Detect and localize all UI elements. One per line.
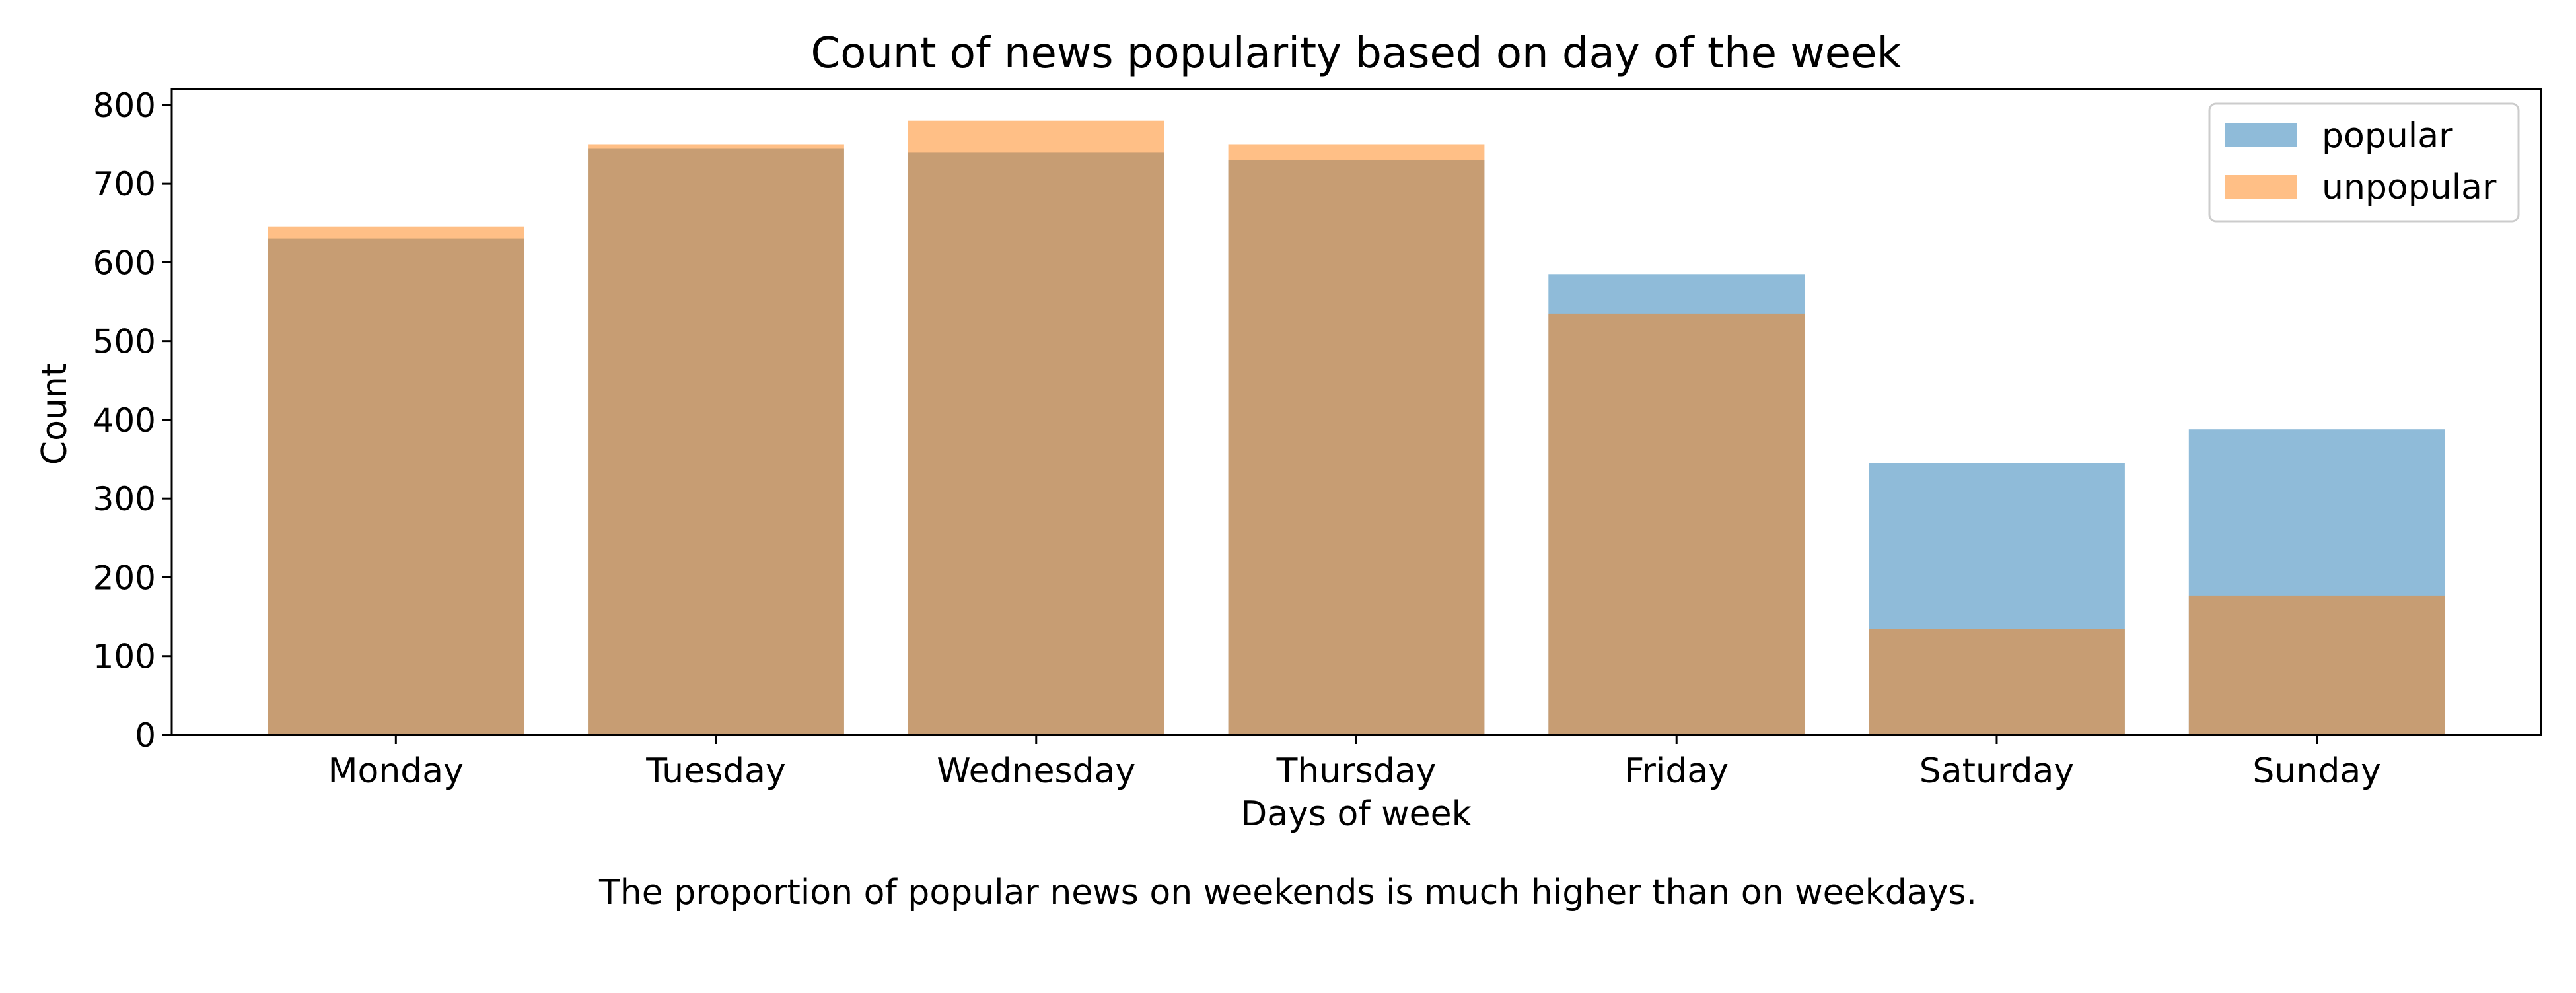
axes-layer: 0 100 200 300 400 500 600 700 800 Monday Tuesday We… bbox=[93, 86, 2542, 791]
y-tick-label: 200 bbox=[93, 559, 156, 597]
y-tick-label: 400 bbox=[93, 401, 156, 440]
legend-swatch-popular bbox=[2225, 123, 2297, 147]
x-axis-label: Days of week bbox=[1240, 794, 1472, 834]
bars-layer bbox=[268, 120, 2445, 736]
y-tick-label: 600 bbox=[93, 244, 156, 282]
chart-title: Count of news popularity based on day of… bbox=[811, 29, 1902, 78]
bar-unpopular-friday bbox=[1548, 313, 1805, 735]
legend-label-popular: popular bbox=[2322, 116, 2453, 156]
y-tick-label: 800 bbox=[93, 86, 156, 125]
x-tick-label: Friday bbox=[1624, 751, 1729, 791]
y-axis-label: Count bbox=[35, 363, 75, 465]
x-tick-label: Sunday bbox=[2252, 751, 2381, 791]
bar-unpopular-wednesday bbox=[908, 120, 1164, 735]
chart-caption: The proportion of popular news on weeken… bbox=[599, 873, 1977, 912]
legend-swatch-unpopular bbox=[2225, 175, 2297, 199]
x-tick-label: Saturday bbox=[1919, 751, 2074, 791]
x-tick-label: Thursday bbox=[1276, 751, 1437, 791]
x-tick-label: Wednesday bbox=[937, 751, 1135, 791]
legend: popular unpopular bbox=[2208, 102, 2520, 223]
bar-unpopular-sunday bbox=[2188, 595, 2445, 735]
y-tick-label: 300 bbox=[93, 480, 156, 518]
y-tick-label: 700 bbox=[93, 165, 156, 203]
y-tick-label: 100 bbox=[93, 638, 156, 676]
bar-unpopular-monday bbox=[268, 226, 524, 735]
y-tick-label: 0 bbox=[135, 716, 156, 755]
bar-unpopular-saturday bbox=[1869, 629, 2125, 735]
bar-unpopular-thursday bbox=[1228, 144, 1485, 735]
bar-unpopular-tuesday bbox=[588, 144, 844, 735]
legend-label-unpopular: unpopular bbox=[2322, 168, 2497, 207]
y-tick-label: 500 bbox=[93, 323, 156, 361]
x-tick-label: Monday bbox=[328, 751, 464, 791]
x-tick-label: Tuesday bbox=[645, 751, 786, 791]
